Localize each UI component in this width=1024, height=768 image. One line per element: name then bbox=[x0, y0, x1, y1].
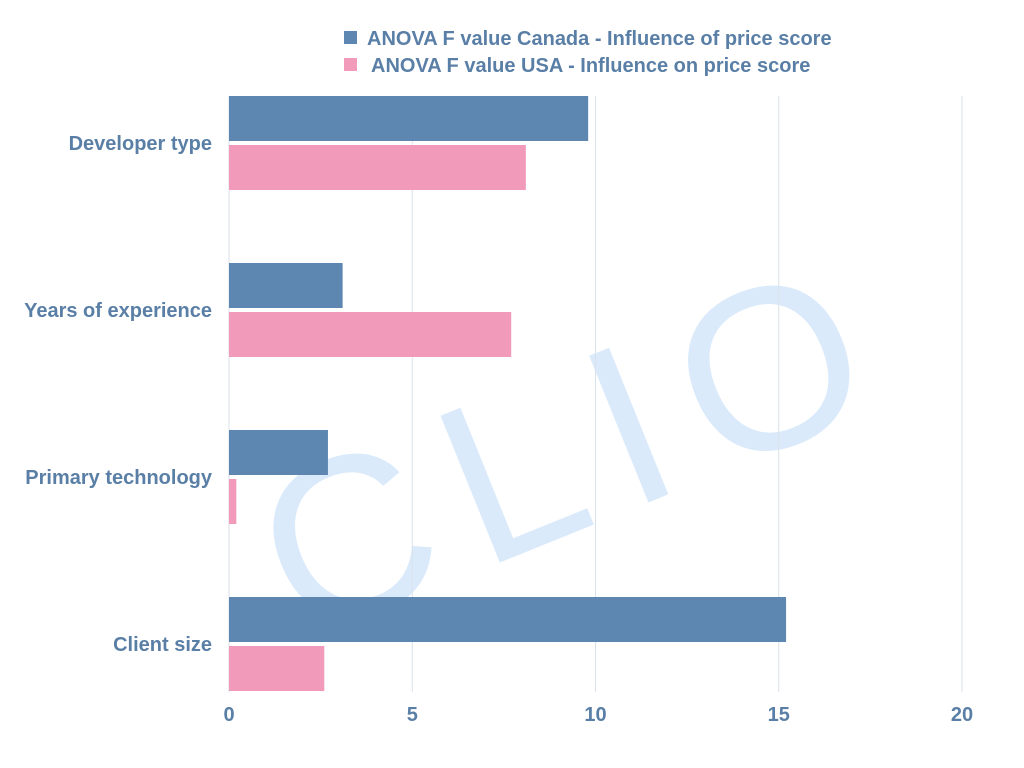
legend: ANOVA F value Canada - Influence of pric… bbox=[344, 28, 832, 77]
x-axis-ticks: 0 5 10 15 20 bbox=[223, 704, 973, 726]
bar-developer-type-usa bbox=[229, 145, 526, 190]
category-label: Client size bbox=[113, 634, 212, 656]
x-tick-label: 0 bbox=[223, 704, 234, 726]
bar-years-of-experience-usa bbox=[229, 312, 512, 357]
bars bbox=[229, 96, 787, 691]
legend-swatch-canada bbox=[344, 31, 357, 44]
x-tick-label: 20 bbox=[951, 704, 973, 726]
legend-swatch-usa bbox=[344, 58, 357, 71]
legend-label-usa: ANOVA F value USA - Influence on price s… bbox=[371, 55, 810, 77]
category-label: Developer type bbox=[69, 133, 212, 155]
grid-lines bbox=[228, 96, 963, 692]
category-label: Years of experience bbox=[24, 300, 212, 322]
bar-years-of-experience-canada bbox=[229, 263, 343, 308]
legend-label-canada: ANOVA F value Canada - Influence of pric… bbox=[367, 28, 832, 50]
bar-client-size-usa bbox=[229, 646, 325, 691]
bar-developer-type-canada bbox=[229, 96, 589, 141]
bar-primary-technology-usa bbox=[229, 479, 237, 524]
x-tick-label: 5 bbox=[407, 704, 418, 726]
category-labels: Developer type Years of experience Primary… bbox=[24, 133, 213, 656]
x-tick-label: 15 bbox=[768, 704, 790, 726]
x-tick-label: 10 bbox=[584, 704, 606, 726]
bar-primary-technology-canada bbox=[229, 430, 328, 475]
bar-client-size-canada bbox=[229, 597, 787, 642]
category-label: Primary technology bbox=[25, 467, 213, 489]
